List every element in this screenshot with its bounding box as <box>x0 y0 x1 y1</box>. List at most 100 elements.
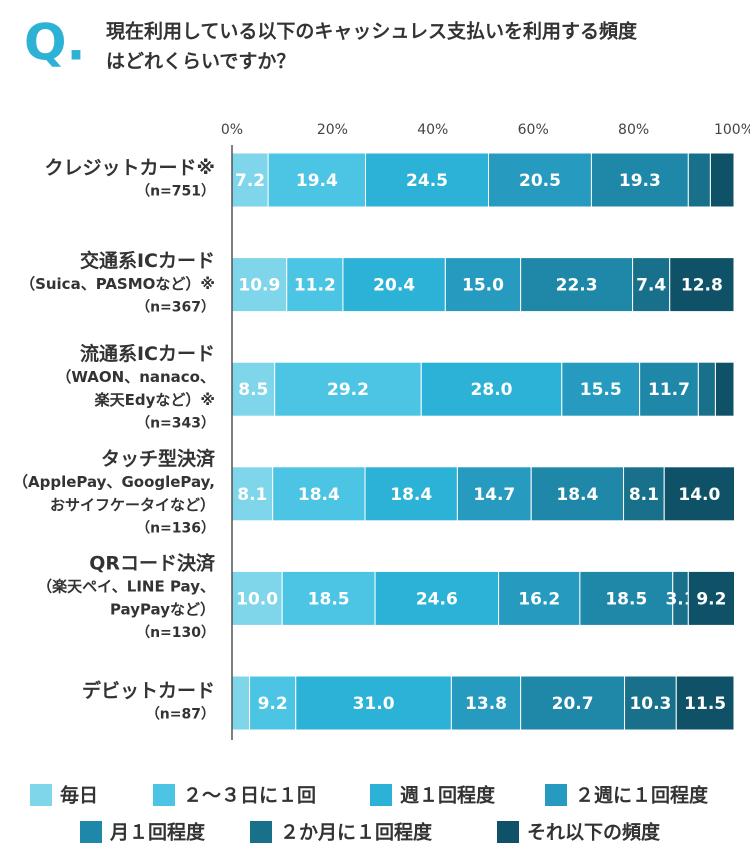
data-label: 20.5 <box>519 171 561 191</box>
bar-segment <box>669 257 735 313</box>
data-label: 18.4 <box>556 485 598 505</box>
data-label: 20.7 <box>552 694 594 714</box>
data-label: 18.4 <box>298 485 340 505</box>
question-mark: Q. <box>24 14 86 72</box>
category-label: おサイフケータイなど） <box>50 496 215 514</box>
category-label: （ApplePay、GooglePay, <box>13 473 215 491</box>
bar-segment <box>231 570 283 626</box>
legend-swatch <box>497 821 519 843</box>
bar-segment <box>624 675 677 731</box>
legend-swatch <box>545 784 567 806</box>
data-label: 11.2 <box>294 276 336 296</box>
category-label: （楽天ペイ、LINE Pay、 <box>37 577 215 595</box>
bar-segment <box>561 361 641 417</box>
x-tick-label: 40% <box>417 122 448 138</box>
x-tick-label: 60% <box>518 122 549 138</box>
x-tick-label: 20% <box>317 122 348 138</box>
legend-label: ２〜３日に１回 <box>183 785 316 807</box>
data-label: 16.2 <box>518 589 560 609</box>
bar-segment <box>272 466 366 522</box>
bar-segment <box>374 570 500 626</box>
data-label: 31.0 <box>353 694 395 714</box>
x-tick-label: 80% <box>618 122 649 138</box>
bar-segment <box>364 466 458 522</box>
bar-segment <box>488 152 592 208</box>
category-label: タッチ型決済 <box>101 447 216 470</box>
data-label: 20.4 <box>373 276 415 296</box>
legend-label: ２週に１回程度 <box>575 784 709 807</box>
bar-segment <box>623 466 665 522</box>
sample-size: （n=751） <box>136 184 215 200</box>
data-label: 22.3 <box>556 276 598 296</box>
category-label: （WAON、nanaco、 <box>56 368 215 386</box>
bar-segment <box>365 152 490 208</box>
bar-segment <box>520 675 626 731</box>
data-label: 18.5 <box>308 589 350 609</box>
data-label: 28.0 <box>471 380 513 400</box>
data-label: 8.1 <box>237 485 267 505</box>
data-label: 12.8 <box>681 276 723 296</box>
category-label: 流通系ICカード <box>80 342 215 365</box>
data-label: 11.7 <box>648 380 690 400</box>
legend-swatch <box>80 821 102 843</box>
legend-label: 月１回程度 <box>109 821 206 844</box>
bar-segment <box>249 675 297 731</box>
bar-segment <box>520 257 634 313</box>
data-label: 19.4 <box>296 171 338 191</box>
data-label: 14.7 <box>473 485 515 505</box>
bar-segment <box>295 675 452 731</box>
legend-label: ２か月に１回程度 <box>280 821 433 844</box>
bar-segment <box>286 257 344 313</box>
bar-segment <box>697 361 716 417</box>
bar-segment <box>231 361 276 417</box>
category-label: 楽天Edyなど）※ <box>95 391 215 409</box>
bar-segment <box>639 361 699 417</box>
category-label: クレジットカード※ <box>45 157 215 179</box>
category-label: QRコード決済 <box>89 551 216 574</box>
bar-segment <box>444 257 522 313</box>
data-label: 9.2 <box>696 589 726 609</box>
x-tick-label: 0% <box>221 122 243 138</box>
category-label: （Suica、PASMOなど）※ <box>20 275 215 293</box>
chart-title: 現在利用している以下のキャッシュレス支払いを利用する頻度 <box>106 20 638 43</box>
data-label: 10.3 <box>629 694 671 714</box>
legend-swatch <box>250 821 272 843</box>
bar-segment <box>231 675 251 731</box>
data-label: 14.0 <box>678 485 720 505</box>
data-label: 24.5 <box>406 171 448 191</box>
data-label: 18.5 <box>605 589 647 609</box>
data-label: 11.5 <box>684 694 726 714</box>
data-label: 13.8 <box>465 694 507 714</box>
data-label: 9.2 <box>258 694 288 714</box>
bar-segment <box>714 361 735 417</box>
sample-size: （n=136） <box>136 520 215 536</box>
bar-segment <box>663 466 736 522</box>
data-label: 19.3 <box>619 171 661 191</box>
bar-segment <box>675 675 735 731</box>
data-label: 8.5 <box>238 380 268 400</box>
chart-title: はどれくらいですか？ <box>106 51 295 73</box>
bar-segment <box>579 570 674 626</box>
data-label: 7.2 <box>235 171 265 191</box>
legend-swatch <box>370 784 392 806</box>
sample-size: （n=87） <box>146 707 215 723</box>
data-label: 7.4 <box>636 276 666 296</box>
sample-size: （n=343） <box>136 416 215 432</box>
data-label: 10.0 <box>236 589 278 609</box>
data-label: 15.0 <box>462 276 504 296</box>
data-label: 8.1 <box>629 485 659 505</box>
category-label: デビットカード <box>82 679 215 702</box>
bar-segment <box>709 152 735 208</box>
x-tick-label: 100% <box>714 122 750 138</box>
bar-segment <box>342 257 446 313</box>
data-label: 29.2 <box>327 380 369 400</box>
data-label: 24.6 <box>416 589 458 609</box>
sample-size: （n=130） <box>136 625 215 641</box>
legend-label: 週１回程度 <box>400 784 496 807</box>
data-label: 10.9 <box>238 276 280 296</box>
data-label: 18.4 <box>390 485 432 505</box>
bar-segment <box>687 152 711 208</box>
bar-segment <box>590 152 689 208</box>
legend-swatch <box>153 784 175 806</box>
